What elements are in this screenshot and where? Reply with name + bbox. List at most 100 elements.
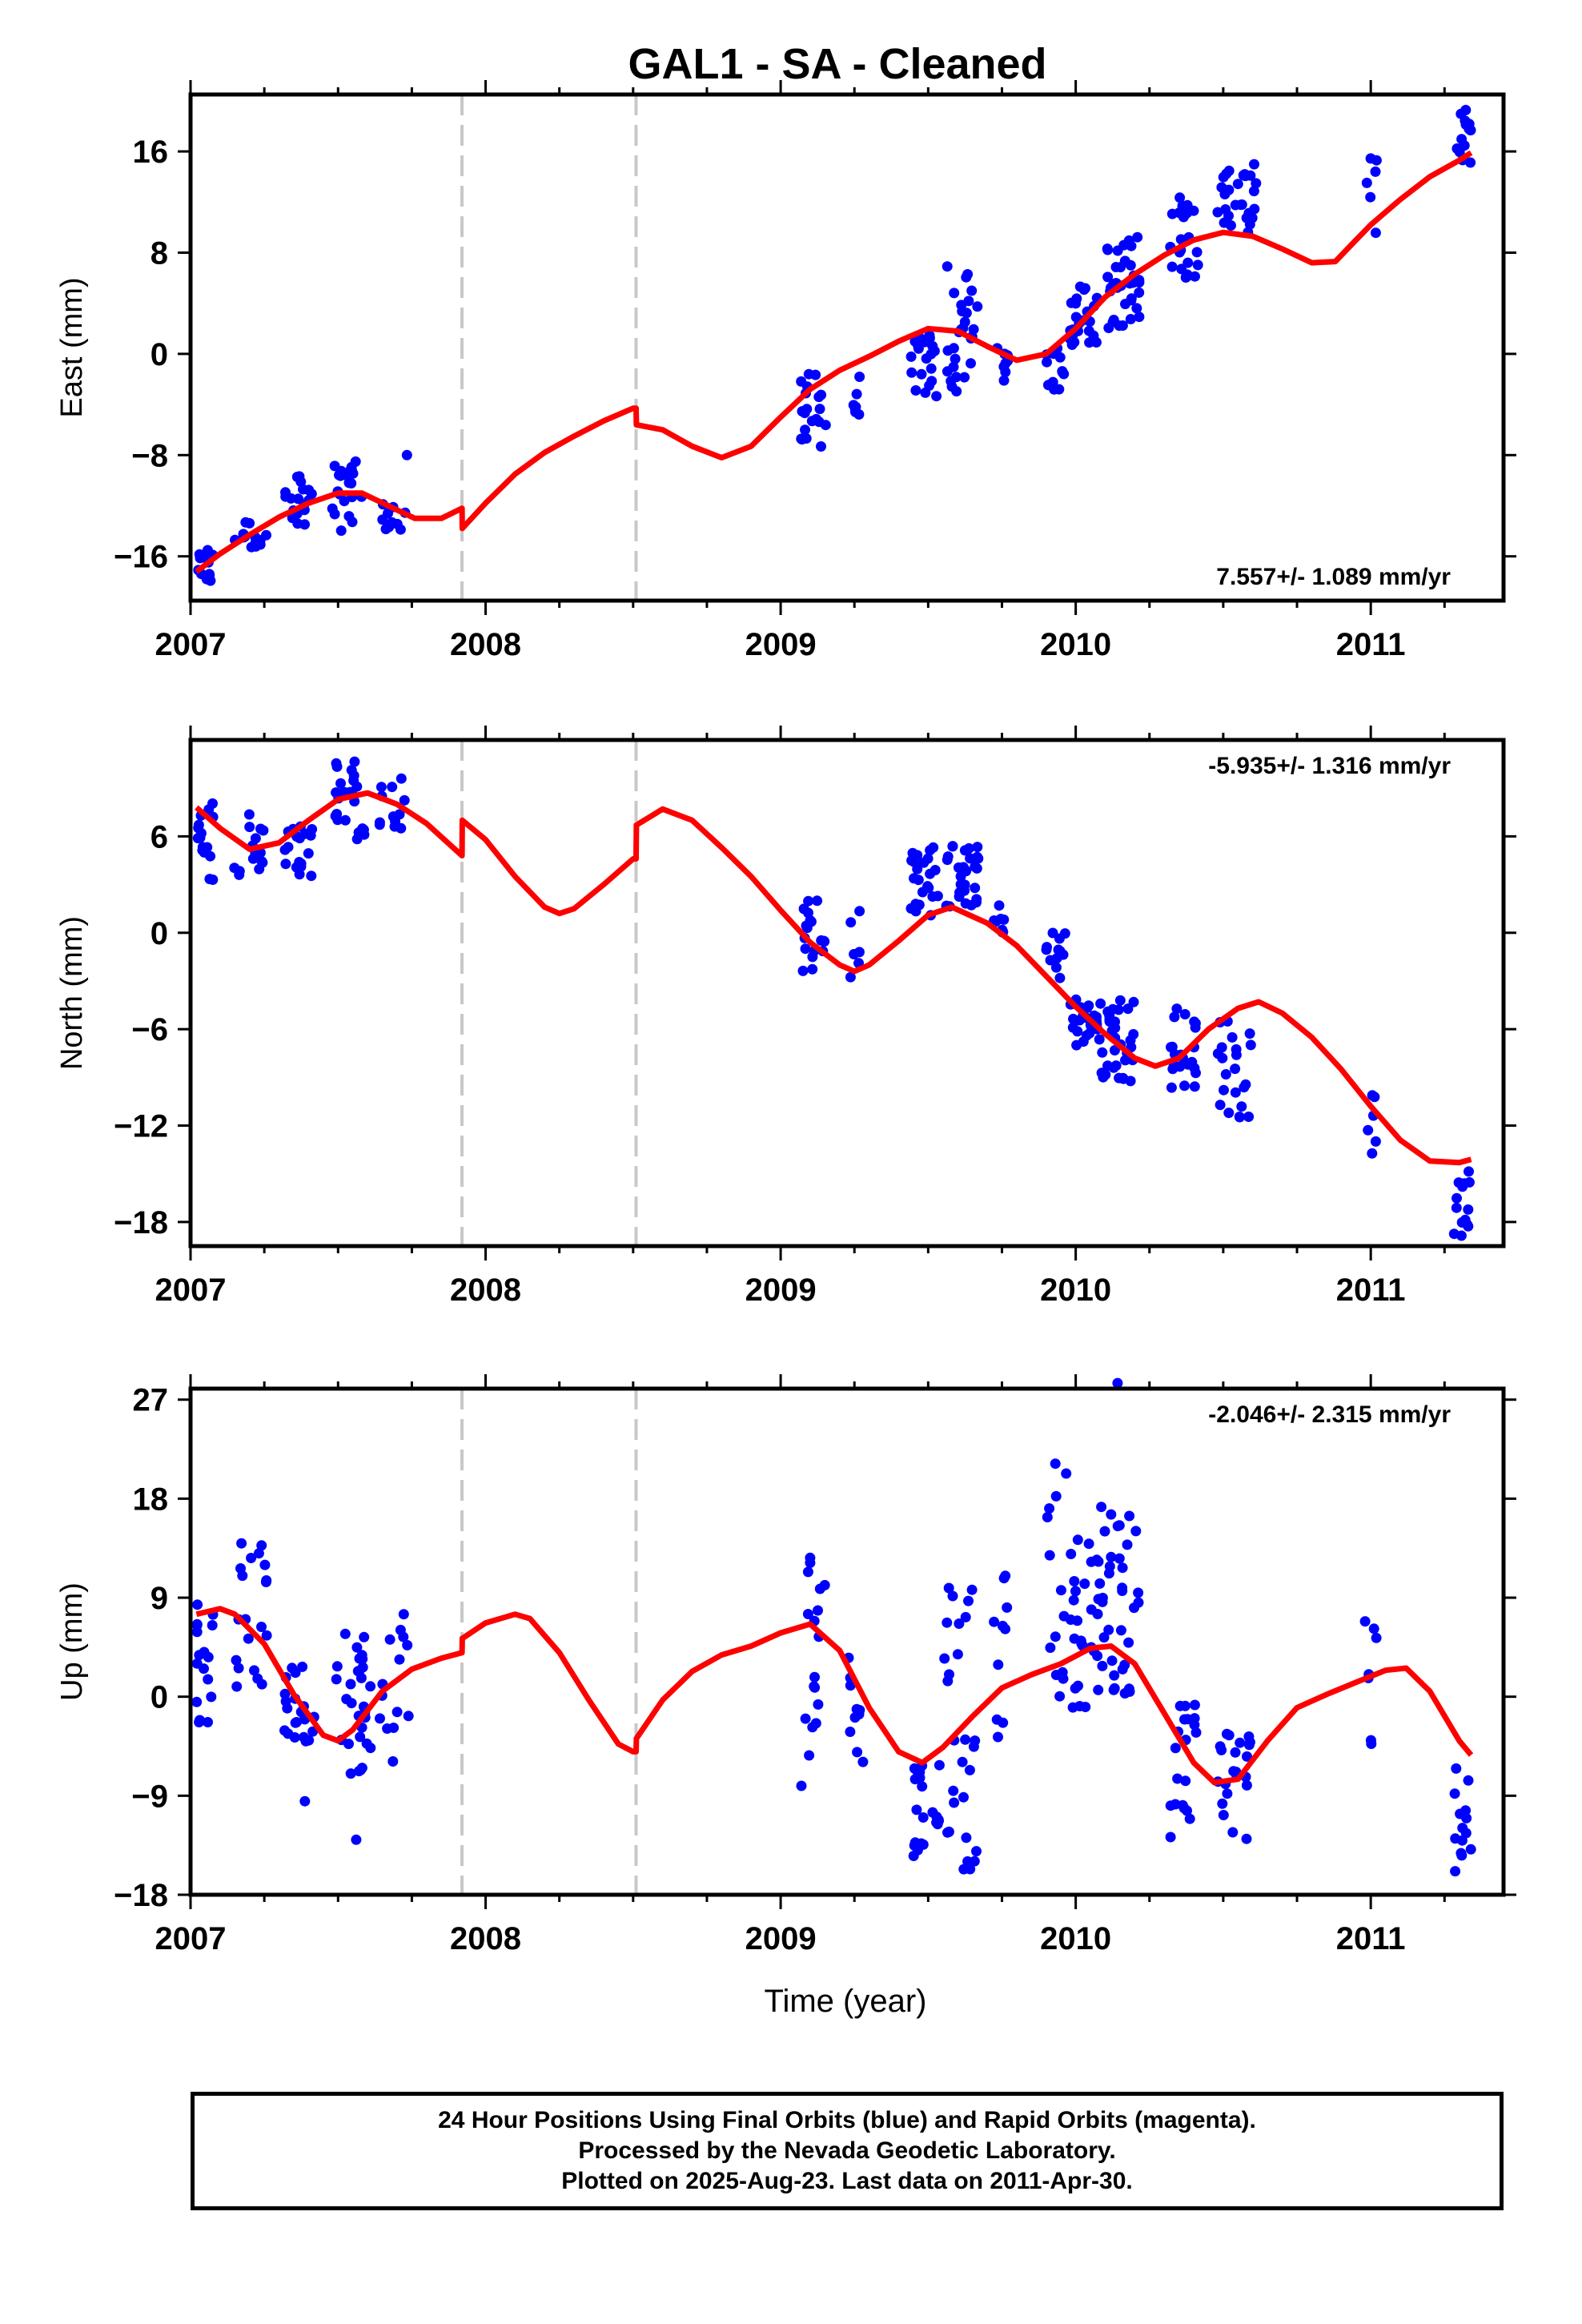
data-point bbox=[1093, 1684, 1104, 1695]
data-point bbox=[1112, 245, 1123, 256]
data-point bbox=[299, 519, 310, 530]
data-point bbox=[1106, 1509, 1117, 1520]
data-point bbox=[993, 1731, 1003, 1743]
data-point bbox=[1132, 231, 1143, 243]
x-tick-label: 2009 bbox=[745, 1921, 817, 1956]
data-point bbox=[966, 285, 978, 296]
data-point bbox=[805, 1552, 816, 1563]
data-point bbox=[914, 1772, 926, 1783]
data-point bbox=[810, 369, 821, 380]
data-point bbox=[207, 875, 219, 885]
data-point bbox=[1235, 1737, 1246, 1748]
data-point bbox=[191, 1696, 203, 1707]
data-point bbox=[1465, 125, 1476, 135]
data-point bbox=[1234, 1112, 1245, 1123]
data-point bbox=[959, 879, 970, 891]
data-point bbox=[256, 1540, 267, 1551]
data-point bbox=[1110, 1023, 1121, 1034]
data-point bbox=[1465, 1844, 1476, 1855]
data-point bbox=[1248, 186, 1259, 197]
data-point bbox=[965, 1864, 976, 1875]
data-point bbox=[207, 1620, 218, 1630]
data-point bbox=[1117, 1562, 1128, 1574]
data-point bbox=[231, 1681, 243, 1692]
data-point bbox=[947, 1590, 958, 1602]
data-point bbox=[1451, 1763, 1462, 1774]
data-point bbox=[199, 1663, 209, 1675]
data-point bbox=[924, 380, 935, 391]
data-point bbox=[1125, 259, 1136, 271]
data-point bbox=[1230, 1087, 1241, 1098]
data-point bbox=[816, 441, 826, 452]
data-point bbox=[1098, 1632, 1110, 1643]
data-point bbox=[951, 386, 962, 397]
data-point bbox=[205, 850, 216, 862]
data-point bbox=[968, 1741, 979, 1752]
data-point bbox=[954, 1618, 965, 1629]
data-point bbox=[927, 340, 938, 352]
data-point bbox=[1096, 1502, 1107, 1513]
data-point bbox=[1117, 1586, 1128, 1596]
data-point bbox=[357, 1654, 368, 1665]
data-point bbox=[1050, 1631, 1061, 1642]
data-point bbox=[906, 367, 917, 378]
data-point bbox=[339, 814, 351, 826]
data-point bbox=[912, 850, 923, 861]
data-point bbox=[1083, 1538, 1094, 1550]
data-point bbox=[954, 891, 965, 903]
data-point bbox=[925, 845, 936, 856]
data-point bbox=[998, 914, 1010, 925]
data-point bbox=[1222, 1788, 1233, 1799]
data-point bbox=[1069, 1576, 1080, 1586]
data-point bbox=[380, 524, 391, 535]
data-point bbox=[931, 391, 942, 402]
data-point bbox=[290, 1667, 301, 1679]
data-point bbox=[917, 1812, 929, 1823]
data-point bbox=[1057, 1667, 1068, 1678]
y-tick-label: −18 bbox=[114, 1878, 168, 1913]
data-point bbox=[1166, 261, 1178, 272]
data-point bbox=[295, 861, 307, 872]
data-point bbox=[1061, 1468, 1072, 1479]
data-point bbox=[1192, 259, 1203, 271]
data-point bbox=[1456, 134, 1468, 145]
y-tick-label: 0 bbox=[151, 916, 168, 951]
data-point bbox=[294, 833, 305, 844]
data-point bbox=[359, 1631, 370, 1642]
data-point bbox=[949, 1797, 960, 1808]
data-point bbox=[806, 416, 817, 427]
data-point bbox=[958, 862, 969, 873]
x-tick-label: 2011 bbox=[1336, 1921, 1406, 1956]
data-point bbox=[191, 1626, 203, 1638]
data-point bbox=[1050, 1458, 1061, 1470]
data-point bbox=[957, 1756, 968, 1767]
data-point bbox=[1134, 287, 1145, 298]
data-point bbox=[1241, 212, 1252, 223]
data-point bbox=[963, 296, 974, 307]
data-point bbox=[1128, 1029, 1139, 1039]
data-point bbox=[352, 1666, 363, 1677]
data-point bbox=[1131, 303, 1142, 314]
data-point bbox=[1080, 1702, 1091, 1712]
data-point bbox=[851, 1703, 862, 1715]
data-point bbox=[1215, 1741, 1226, 1752]
data-point bbox=[387, 1756, 399, 1767]
data-point bbox=[250, 537, 261, 548]
data-point bbox=[351, 1642, 363, 1653]
data-point bbox=[257, 857, 268, 868]
data-point bbox=[905, 351, 917, 362]
data-point bbox=[259, 1559, 271, 1570]
y-tick-label: −18 bbox=[114, 1205, 168, 1240]
data-point bbox=[258, 825, 269, 836]
data-point bbox=[1094, 1578, 1106, 1589]
data-point bbox=[972, 851, 983, 862]
data-point bbox=[1227, 1827, 1239, 1838]
data-point bbox=[1223, 1730, 1235, 1741]
rate-label: -2.046+/- 2.315 mm/yr bbox=[1208, 1401, 1451, 1428]
data-point bbox=[910, 385, 921, 396]
data-point bbox=[910, 906, 921, 917]
data-point bbox=[1084, 1027, 1095, 1039]
data-point bbox=[1042, 1512, 1053, 1522]
data-point bbox=[913, 875, 924, 886]
data-point bbox=[814, 404, 825, 415]
